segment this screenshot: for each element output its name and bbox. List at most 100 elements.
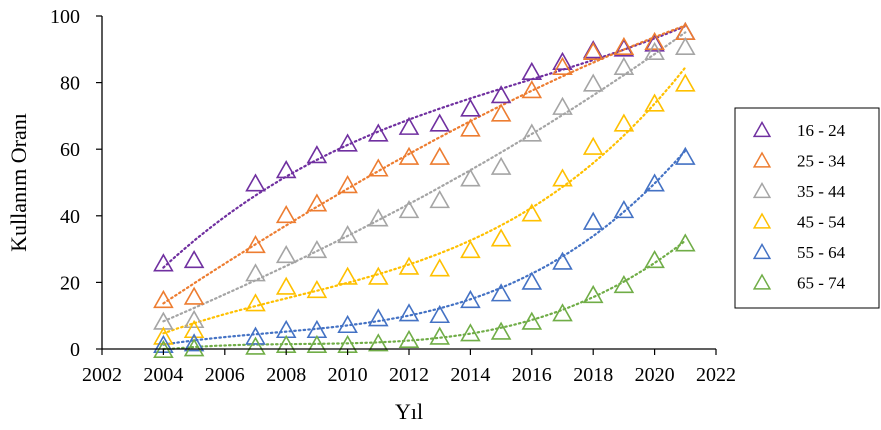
trendline-series-3 xyxy=(162,66,687,335)
data-point xyxy=(429,190,450,209)
data-point xyxy=(582,73,604,92)
legend-marker xyxy=(752,181,772,199)
legend-box xyxy=(734,107,880,309)
data-point xyxy=(368,333,389,352)
x-tick-label: 2008 xyxy=(266,364,306,386)
trendline-series-0 xyxy=(162,25,687,269)
data-point xyxy=(429,304,450,324)
data-point xyxy=(675,73,696,92)
data-point xyxy=(521,271,543,290)
x-tick-label: 2018 xyxy=(573,364,613,386)
legend-marker xyxy=(752,273,772,290)
data-point xyxy=(582,136,604,155)
trendline-series-1 xyxy=(162,24,687,305)
trendline-series-5 xyxy=(162,239,687,351)
data-point xyxy=(306,145,328,164)
data-point xyxy=(460,239,481,259)
data-point xyxy=(306,334,328,354)
data-point xyxy=(552,51,573,70)
trendline-series-4 xyxy=(162,149,687,346)
data-point xyxy=(337,133,358,152)
data-point xyxy=(429,326,450,345)
data-point xyxy=(275,160,297,179)
data-point xyxy=(460,323,481,342)
x-axis-title: Yıl xyxy=(395,399,423,424)
data-point xyxy=(398,146,420,165)
y-tick-label: 20 xyxy=(60,272,80,294)
data-point xyxy=(521,80,543,99)
y-axis-ticks: 0 20 40 60 80 100 xyxy=(50,6,102,361)
data-point xyxy=(183,338,205,357)
data-point xyxy=(613,56,635,75)
data-point xyxy=(552,303,573,322)
data-point xyxy=(337,314,358,334)
data-point xyxy=(460,118,481,137)
data-point xyxy=(245,326,266,345)
data-point xyxy=(613,38,635,57)
data-point xyxy=(644,173,665,192)
trendlines xyxy=(162,24,687,351)
data-point xyxy=(613,113,635,132)
data-point xyxy=(337,266,358,285)
data-point xyxy=(337,224,358,244)
data-point xyxy=(490,103,512,122)
data-point xyxy=(153,289,174,309)
data-point xyxy=(183,333,205,352)
data-point xyxy=(460,168,481,187)
data-point xyxy=(398,116,420,135)
data-point xyxy=(183,319,205,339)
data-point xyxy=(521,123,543,142)
data-point xyxy=(368,208,389,227)
data-point xyxy=(368,266,389,285)
data-point xyxy=(521,61,543,80)
x-tick-label: 2016 xyxy=(512,364,552,386)
legend-label: 55 - 64 xyxy=(797,243,846,262)
legend-label: 25 - 34 xyxy=(797,152,846,171)
legend-label: 65 - 74 xyxy=(797,274,846,293)
data-markers xyxy=(153,21,696,359)
data-point xyxy=(582,211,604,230)
data-point xyxy=(306,193,328,212)
data-point xyxy=(644,33,665,52)
data-point xyxy=(613,36,635,55)
data-point xyxy=(675,36,696,55)
legend-label: 45 - 54 xyxy=(797,213,846,232)
x-tick-label: 2020 xyxy=(635,364,675,386)
data-point xyxy=(644,31,665,51)
data-point xyxy=(429,146,450,165)
legend: 16 - 24 25 - 34 35 - 44 45 - 54 55 - 64 65 - … xyxy=(734,107,880,309)
data-point xyxy=(275,205,297,224)
data-point xyxy=(153,326,174,345)
data-point xyxy=(490,156,512,175)
data-point xyxy=(368,158,389,177)
data-point xyxy=(245,336,266,355)
y-axis-title: Kullanım Oranı xyxy=(6,113,31,252)
data-point xyxy=(460,289,481,309)
legend-label: 16 - 24 xyxy=(797,121,846,140)
data-point xyxy=(275,244,297,264)
data-point xyxy=(552,96,573,115)
data-point xyxy=(582,40,604,59)
data-point xyxy=(245,173,266,192)
data-point xyxy=(183,309,205,329)
legend-marker xyxy=(752,120,772,138)
data-point xyxy=(398,256,420,275)
legend-marker xyxy=(752,242,772,260)
data-point xyxy=(153,253,174,272)
data-point xyxy=(368,123,389,142)
data-point xyxy=(306,279,328,299)
legend-marker xyxy=(752,151,772,168)
data-point xyxy=(644,93,665,112)
legend-label: 35 - 44 xyxy=(797,182,846,201)
data-point xyxy=(675,146,696,165)
x-tick-label: 2012 xyxy=(389,364,429,386)
y-tick-label: 80 xyxy=(60,73,80,95)
data-point xyxy=(429,258,450,277)
data-point xyxy=(460,98,481,117)
x-tick-label: 2006 xyxy=(205,364,245,386)
data-point xyxy=(613,274,635,294)
data-point xyxy=(306,239,328,259)
data-point xyxy=(368,308,389,327)
x-tick-label: 2002 xyxy=(82,364,122,386)
